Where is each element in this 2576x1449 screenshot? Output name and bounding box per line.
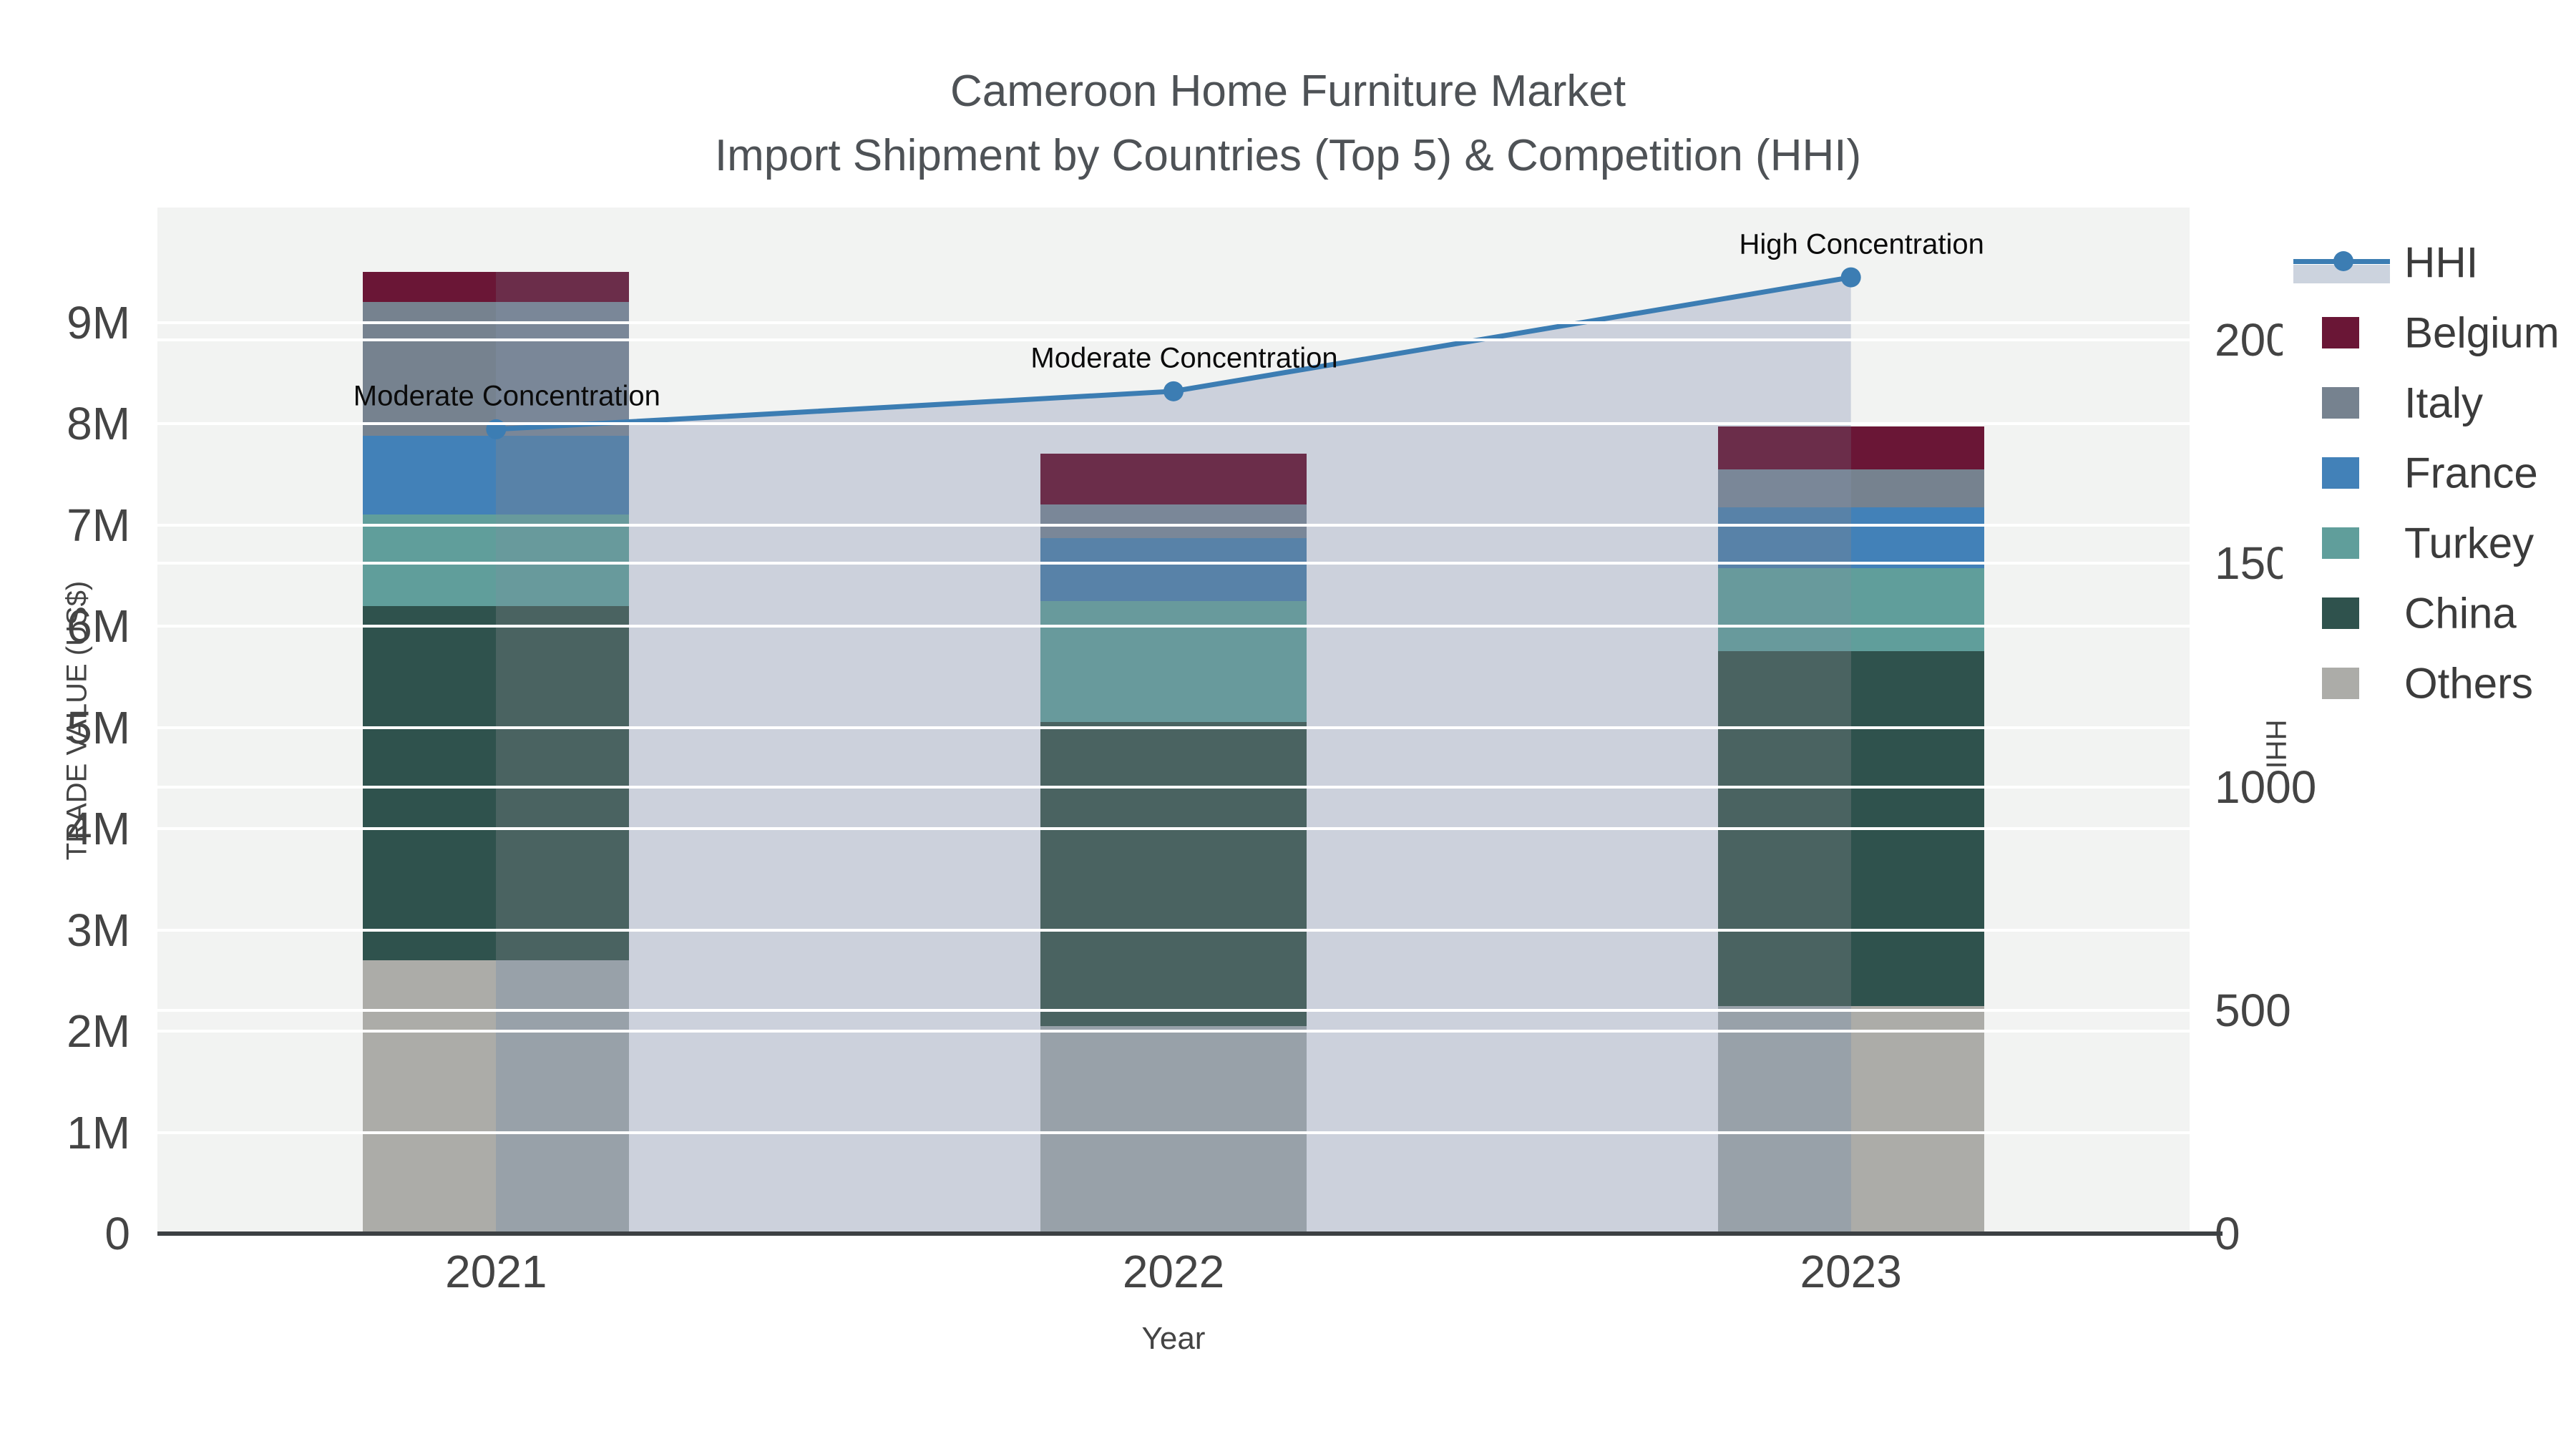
bar-segment-turkey-2023[interactable] <box>1850 568 1984 652</box>
legend-label: China <box>2404 589 2517 638</box>
bar-segment-france-2021[interactable] <box>363 435 497 515</box>
bar-segment-others-2021[interactable] <box>363 960 497 1234</box>
bar-segment-others-2022[interactable] <box>1174 1025 1307 1234</box>
x-axis-line <box>157 1231 2223 1236</box>
hhi-marker-2023[interactable] <box>1840 267 1861 288</box>
gridline <box>157 562 2190 565</box>
bar-segment-italy-2022[interactable] <box>1040 504 1174 538</box>
gridline <box>157 422 2190 425</box>
y2-axis-title: HHI <box>2260 719 2292 769</box>
bar-segment-china-2022[interactable] <box>1040 722 1174 1026</box>
bar-segment-italy-2023[interactable] <box>1717 469 1851 508</box>
bar-segment-others-2021[interactable] <box>496 960 630 1234</box>
gridline <box>157 928 2190 932</box>
x-tick-label: 2022 <box>1122 1246 1225 1297</box>
bar-segment-italy-2021[interactable] <box>496 302 630 436</box>
legend-label: HHI <box>2404 238 2479 287</box>
bar-segment-belgium-2022[interactable] <box>1040 454 1174 505</box>
legend-swatch-others <box>2322 668 2359 699</box>
legend-item-turkey[interactable]: Turkey <box>2283 508 2576 578</box>
chart-title: Cameroon Home Furniture Market <box>950 67 1626 116</box>
gridline <box>157 1008 2190 1012</box>
legend-label: Italy <box>2404 379 2484 427</box>
legend-item-france[interactable]: France <box>2283 438 2576 508</box>
legend-label: Others <box>2404 659 2534 708</box>
gridline <box>157 321 2190 324</box>
bar-segment-turkey-2023[interactable] <box>1717 568 1851 652</box>
bar-segment-turkey-2022[interactable] <box>1040 600 1174 723</box>
legend-swatch-turkey <box>2322 527 2359 559</box>
y-tick-label: 1M <box>67 1106 130 1158</box>
gridline <box>157 1131 2190 1134</box>
y-tick-label: 0 <box>104 1208 130 1259</box>
legend-label: France <box>2404 449 2538 497</box>
chart-subtitle: Import Shipment by Countries (Top 5) & C… <box>714 131 1862 180</box>
legend-item-others[interactable]: Others <box>2283 648 2576 718</box>
x-tick-label: 2021 <box>445 1246 547 1297</box>
bar-segment-belgium-2021[interactable] <box>496 271 630 303</box>
bar-segment-others-2023[interactable] <box>1717 1005 1851 1234</box>
bar-segment-france-2022[interactable] <box>1040 537 1174 601</box>
y-axis-title: TRADE VALUE (US$) <box>61 580 93 861</box>
legend-swatch-belgium <box>2322 317 2359 348</box>
hhi-marker-swatch <box>2333 251 2353 271</box>
annotation-2021: Moderate Concentration <box>353 380 660 412</box>
y-tick-label: 3M <box>67 904 130 956</box>
bar-segment-turkey-2021[interactable] <box>363 514 497 606</box>
legend-item-belgium[interactable]: Belgium <box>2283 298 2576 368</box>
hhi-marker-2022[interactable] <box>1163 381 1184 401</box>
legend-item-italy[interactable]: Italy <box>2283 368 2576 438</box>
gridline <box>157 785 2190 789</box>
bar-segment-belgium-2023[interactable] <box>1850 426 1984 469</box>
bar-segment-china-2021[interactable] <box>496 605 630 960</box>
bar-segment-france-2021[interactable] <box>496 435 630 515</box>
bar-segment-turkey-2022[interactable] <box>1174 600 1307 723</box>
legend-item-hhi[interactable]: HHI <box>2283 228 2576 298</box>
bar-segment-france-2023[interactable] <box>1850 507 1984 569</box>
legend: HHI Belgium Italy France Turkey China Others <box>2283 228 2576 721</box>
bar-segment-china-2022[interactable] <box>1174 722 1307 1026</box>
y-tick-label: 4M <box>67 803 130 854</box>
gridline <box>157 827 2190 830</box>
annotation-2023: High Concentration <box>1739 228 1984 260</box>
bar-segment-others-2022[interactable] <box>1040 1025 1174 1234</box>
gridline <box>157 1030 2190 1033</box>
bar-segment-belgium-2022[interactable] <box>1174 454 1307 505</box>
bar-segment-france-2023[interactable] <box>1717 507 1851 569</box>
bar-segment-china-2021[interactable] <box>363 605 497 960</box>
legend-swatch-china <box>2322 597 2359 629</box>
bar-segment-belgium-2021[interactable] <box>363 271 497 303</box>
legend-swatch-italy <box>2322 387 2359 419</box>
legend-item-china[interactable]: China <box>2283 578 2576 648</box>
bar-segment-france-2022[interactable] <box>1174 537 1307 601</box>
x-tick-label: 2023 <box>1800 1246 1902 1297</box>
gridline <box>157 726 2190 729</box>
y2-tick-label: 1000 <box>2215 761 2317 813</box>
y-tick-label: 8M <box>67 398 130 449</box>
bar-segment-others-2023[interactable] <box>1850 1005 1984 1234</box>
y2-tick-label: 0 <box>2215 1208 2240 1259</box>
bar-segment-turkey-2021[interactable] <box>496 514 630 606</box>
annotation-2022: Moderate Concentration <box>1030 342 1338 374</box>
y-tick-label: 5M <box>67 701 130 753</box>
legend-label: Belgium <box>2404 308 2560 357</box>
y-tick-label: 7M <box>67 499 130 551</box>
bar-segment-italy-2023[interactable] <box>1850 469 1984 508</box>
y-tick-label: 2M <box>67 1005 130 1057</box>
gridline <box>157 625 2190 628</box>
x-axis-title: Year <box>1141 1321 1206 1356</box>
y-tick-label: 9M <box>67 296 130 348</box>
bar-segment-italy-2022[interactable] <box>1174 504 1307 538</box>
y2-tick-label: 500 <box>2215 984 2291 1036</box>
legend-swatch-france <box>2322 457 2359 489</box>
legend-label: Turkey <box>2404 519 2534 567</box>
bar-segment-belgium-2023[interactable] <box>1717 426 1851 469</box>
y-tick-label: 6M <box>67 600 130 652</box>
bar-segment-italy-2021[interactable] <box>363 302 497 436</box>
gridline <box>157 338 2190 341</box>
gridline <box>157 523 2190 527</box>
